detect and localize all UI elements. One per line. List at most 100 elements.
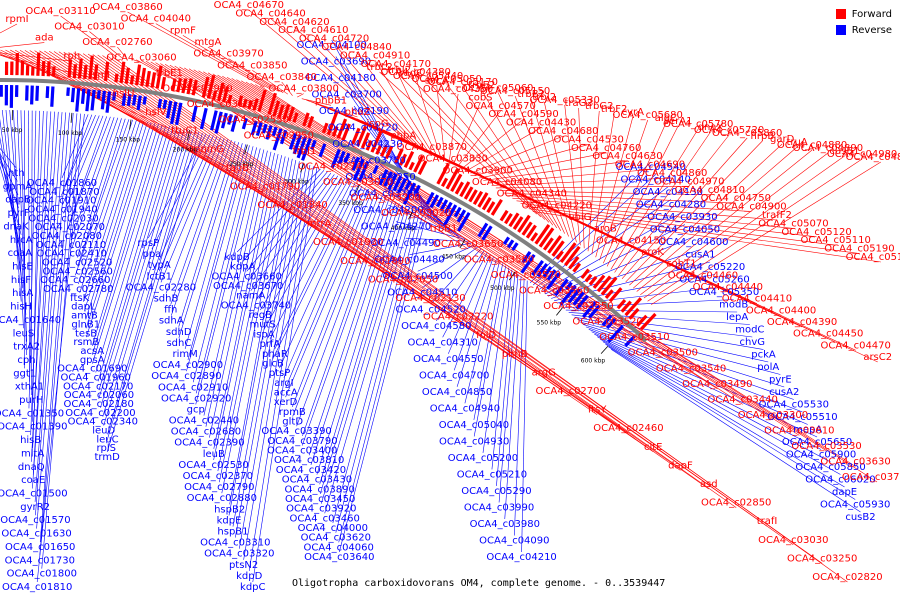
gene-label: OCA4_c01960: [61, 372, 131, 383]
reverse-gene-arrow: [296, 136, 307, 159]
gene-label: OCA4_c02200: [65, 408, 135, 419]
gene-label: OCA4_c02890: [151, 371, 221, 382]
forward-gene-arrow: [517, 214, 531, 233]
leader-line: [504, 192, 736, 204]
leader-line: [422, 246, 478, 288]
gene-label: OCA4_c03500: [628, 348, 698, 359]
gene-label: modC: [735, 325, 764, 336]
gene-label: OCA4_c04430: [506, 118, 576, 129]
gene-label: OCA4_c05260: [679, 275, 749, 286]
leader-line: [85, 122, 152, 329]
leader-line: [536, 186, 668, 288]
gene-label: OCA4_c04000: [298, 523, 368, 534]
leader-line: [313, 34, 420, 147]
gene-label: OCA4_c01860: [27, 178, 97, 189]
gene-label: OCA4_c02560: [42, 266, 112, 277]
leader-line: [269, 181, 352, 340]
leader-line: [274, 182, 356, 349]
gene-label: dapE: [832, 487, 857, 498]
leader-line: [79, 120, 137, 293]
gene-label: mepA: [793, 425, 822, 436]
leader-line: [591, 113, 615, 255]
reverse-gene-arrow: [288, 133, 298, 150]
reverse-gene-arrow: [255, 122, 263, 137]
leader-line: [610, 128, 699, 270]
gene-label: trbF2: [601, 104, 628, 115]
forward-gene-arrow: [252, 98, 259, 111]
gene-label: leuB: [203, 449, 225, 460]
forward-gene-arrow: [608, 287, 623, 303]
gene-label: OCA4_c03400: [267, 446, 337, 457]
leader-line: [39, 112, 74, 542]
gene-label: leuS: [13, 328, 35, 339]
leader-line: [195, 147, 257, 394]
leader-line: [85, 122, 148, 320]
gene-label: OCA4_c02050: [368, 274, 438, 285]
gene-label: OCA4_c03660: [212, 271, 282, 282]
gene-label: OCA4_c03840: [247, 72, 317, 83]
reverse-gene-arrow: [214, 111, 223, 134]
tick-mark: [129, 119, 132, 130]
leader-line: [409, 242, 472, 256]
gene-label: OCA4_c05510: [767, 412, 837, 423]
gene-label: accA: [274, 387, 298, 398]
gene-label: trbB2: [517, 89, 545, 100]
forward-gene-arrow: [380, 144, 388, 158]
gene-label: OCA4_c01630: [1, 529, 71, 540]
gene-label: hspB1: [217, 527, 248, 538]
gene-label: OCA4_c04490: [371, 238, 441, 249]
gene-label: OCA4_c05860: [712, 128, 782, 139]
leader-line: [107, 131, 196, 435]
gene-label: OCA4_c01350: [0, 408, 64, 419]
gene-label: serA1: [664, 116, 693, 127]
leader-line: [105, 132, 200, 444]
leader-line: [564, 104, 581, 246]
gene-label: OCA4_c05220: [675, 262, 745, 273]
gene-label: OCA4_c03510: [599, 332, 669, 343]
leader-line: [542, 211, 683, 292]
forward-gene-arrow: [413, 155, 424, 173]
leader-line: [13, 110, 24, 329]
leader-line: [339, 217, 427, 553]
reverse-gene-arrow: [581, 301, 597, 319]
forward-gene-arrow: [186, 78, 193, 95]
gene-label: gcp: [187, 404, 205, 415]
forward-gene-arrow: [331, 125, 339, 137]
gene-label: OCA4_c02850: [701, 498, 771, 509]
gene-label: OCA4_c04090: [479, 535, 549, 546]
gene-label: rpsP: [137, 238, 159, 249]
tick-label: 200 kbp: [173, 147, 198, 154]
gene-label: phbA: [390, 130, 416, 141]
leader-line: [643, 155, 845, 299]
leader-line: [621, 137, 748, 279]
gene-label: gpsA: [80, 355, 105, 366]
leader-line: [595, 116, 634, 258]
gene-label: OCA4_c04080: [472, 177, 542, 188]
gene-label: OCA4_c01800: [7, 569, 77, 580]
reverse-gene-arrow: [572, 291, 585, 306]
leader-line: [436, 85, 446, 160]
reverse-gene-arrow: [265, 125, 273, 140]
gene-label: OCA4_c04050: [650, 225, 720, 236]
leader-line: [136, 59, 170, 79]
gene-label: polA: [757, 362, 779, 373]
reverse-gene-arrow: [50, 86, 55, 107]
forward-gene-arrow: [36, 52, 41, 76]
gene-label: OCA4_c05330: [530, 95, 600, 106]
reverse-gene-arrow: [279, 129, 288, 145]
gene-label: OCA4_c02950: [244, 130, 314, 141]
reverse-gene-arrow: [546, 272, 561, 290]
forward-gene-arrow: [88, 55, 94, 80]
leader-line: [614, 131, 711, 273]
gene-label: OCA4_c04150: [596, 235, 666, 246]
forward-gene-arrow: [272, 100, 281, 117]
gene-label: OCA4_c02220: [423, 312, 493, 323]
gene-label: pckA: [751, 350, 776, 361]
leader-line: [473, 265, 507, 437]
gene-label: sdhB: [154, 293, 179, 304]
tick-label: 500 kbp: [490, 285, 515, 292]
leader-line: [263, 179, 349, 330]
gene-label: OCA4_c04460: [668, 270, 738, 281]
leader-line: [187, 144, 247, 361]
